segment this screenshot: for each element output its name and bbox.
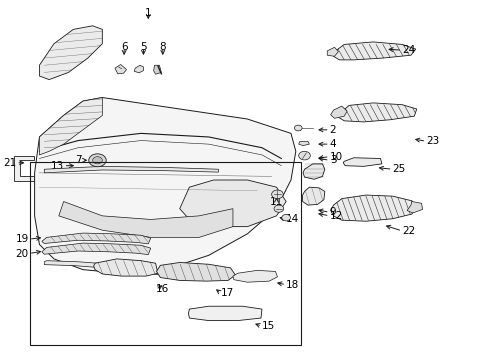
Text: 18: 18 xyxy=(286,280,299,290)
Polygon shape xyxy=(233,270,277,282)
Polygon shape xyxy=(42,243,151,255)
Polygon shape xyxy=(334,42,416,60)
Text: 13: 13 xyxy=(50,161,64,171)
Text: 5: 5 xyxy=(140,42,147,52)
Polygon shape xyxy=(343,158,382,166)
Polygon shape xyxy=(42,233,151,244)
Circle shape xyxy=(89,154,106,167)
Circle shape xyxy=(294,125,302,131)
Text: 14: 14 xyxy=(286,215,299,224)
Polygon shape xyxy=(407,202,422,213)
Polygon shape xyxy=(40,26,102,80)
Polygon shape xyxy=(331,106,347,118)
Text: 22: 22 xyxy=(402,226,416,236)
Text: 8: 8 xyxy=(159,42,166,52)
Polygon shape xyxy=(189,306,262,320)
Polygon shape xyxy=(180,180,286,226)
Circle shape xyxy=(274,205,284,212)
Polygon shape xyxy=(134,65,144,73)
Polygon shape xyxy=(303,164,325,179)
Text: 2: 2 xyxy=(330,125,336,135)
Polygon shape xyxy=(115,64,126,74)
Polygon shape xyxy=(40,98,102,155)
Text: 1: 1 xyxy=(145,8,151,18)
Circle shape xyxy=(299,151,310,160)
Polygon shape xyxy=(44,261,160,275)
Polygon shape xyxy=(153,65,161,74)
Text: 19: 19 xyxy=(16,234,29,244)
Circle shape xyxy=(93,157,102,164)
Text: 16: 16 xyxy=(155,284,169,294)
Polygon shape xyxy=(299,141,309,145)
Polygon shape xyxy=(331,195,416,221)
Text: 3: 3 xyxy=(330,155,336,165)
Text: 6: 6 xyxy=(121,42,127,52)
Text: 11: 11 xyxy=(270,197,283,207)
Polygon shape xyxy=(59,202,233,237)
Text: 10: 10 xyxy=(330,152,343,162)
Polygon shape xyxy=(14,156,34,181)
Text: 7: 7 xyxy=(75,155,82,165)
Text: 9: 9 xyxy=(330,207,336,217)
Text: 21: 21 xyxy=(3,158,16,168)
Polygon shape xyxy=(94,259,158,276)
Polygon shape xyxy=(327,47,339,56)
Circle shape xyxy=(282,215,291,221)
Text: 4: 4 xyxy=(330,139,336,149)
Circle shape xyxy=(271,190,283,199)
Text: 12: 12 xyxy=(330,211,343,221)
Text: 20: 20 xyxy=(16,248,29,258)
Polygon shape xyxy=(156,262,235,281)
Polygon shape xyxy=(303,187,325,205)
Polygon shape xyxy=(44,166,219,173)
Text: 23: 23 xyxy=(426,136,440,146)
Text: 17: 17 xyxy=(221,288,234,298)
Polygon shape xyxy=(339,103,417,122)
Text: 24: 24 xyxy=(402,45,416,55)
Polygon shape xyxy=(35,98,296,273)
Text: 15: 15 xyxy=(262,321,275,331)
Text: 25: 25 xyxy=(392,164,406,174)
